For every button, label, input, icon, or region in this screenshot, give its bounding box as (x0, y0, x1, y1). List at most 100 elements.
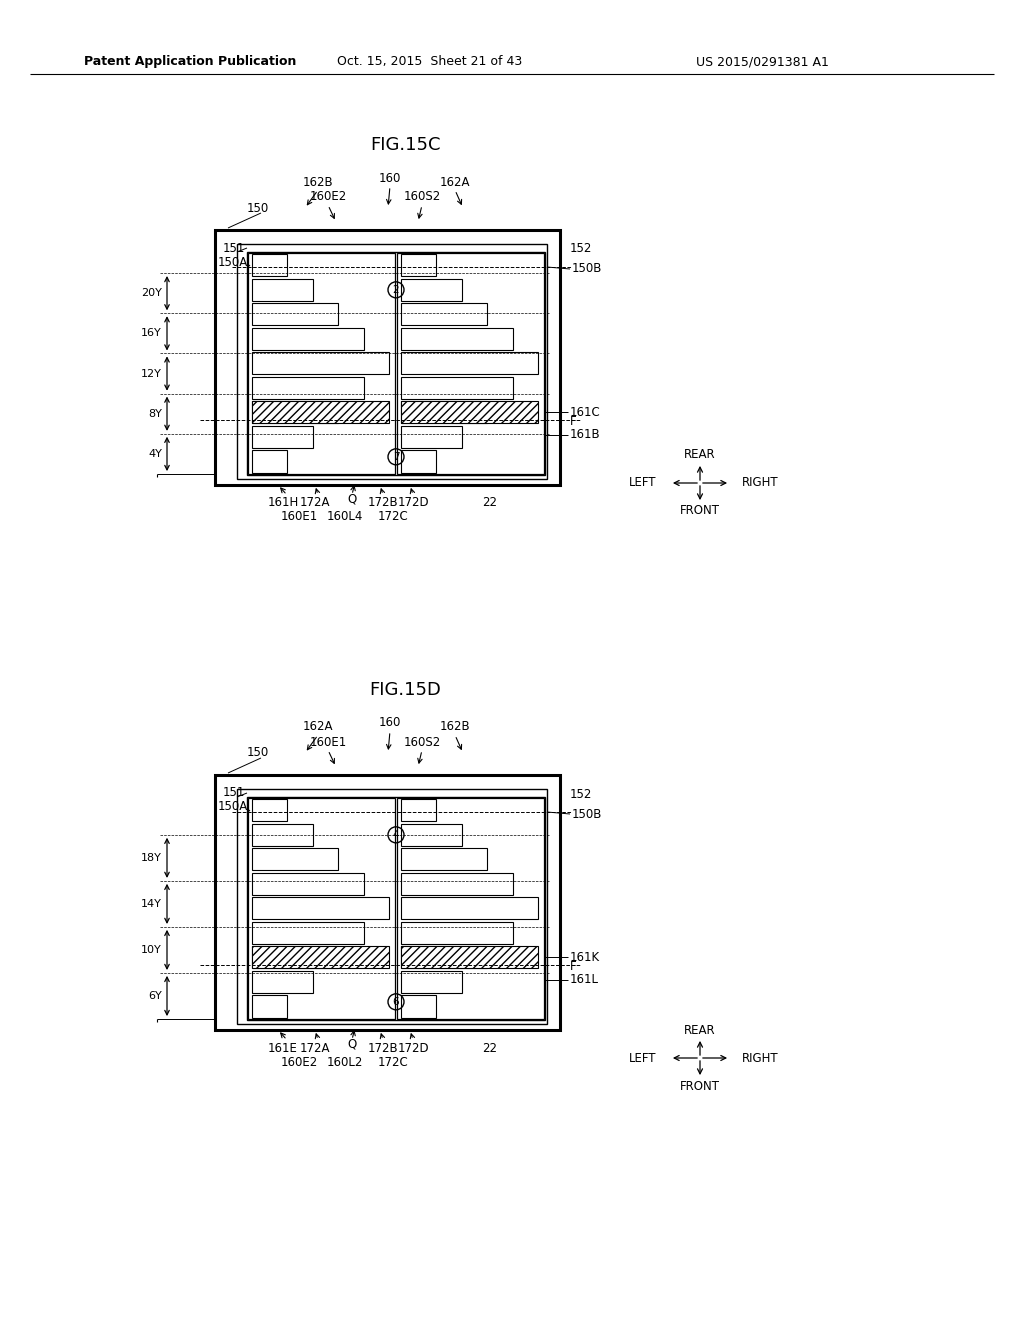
Text: 160L4: 160L4 (327, 511, 364, 524)
Text: 161H: 161H (267, 496, 299, 510)
Text: 150A: 150A (218, 256, 248, 268)
Text: 4: 4 (392, 830, 399, 840)
Bar (401, 824, 462, 846)
Bar (401, 946, 538, 969)
Text: 7: 7 (392, 451, 399, 462)
Text: 161E: 161E (268, 1041, 298, 1055)
Text: 160L2: 160L2 (327, 1056, 364, 1068)
Bar (252, 799, 288, 821)
Bar (252, 401, 389, 424)
Bar (401, 401, 538, 424)
Text: FIG.15D: FIG.15D (369, 681, 441, 700)
Text: 172D: 172D (397, 496, 429, 510)
Text: 150: 150 (247, 747, 269, 759)
Text: RIGHT: RIGHT (742, 1052, 778, 1064)
Text: 2: 2 (392, 285, 399, 294)
Text: 160S2: 160S2 (403, 190, 440, 203)
Bar (401, 304, 487, 325)
Text: 8Y: 8Y (148, 409, 162, 418)
Bar (252, 450, 288, 473)
Text: 162B: 162B (439, 721, 470, 734)
Bar (252, 898, 389, 919)
Text: 22: 22 (482, 1041, 498, 1055)
Bar (252, 279, 312, 301)
Bar (401, 873, 513, 895)
Bar (252, 376, 364, 399)
Text: 160E2: 160E2 (281, 1056, 317, 1068)
Bar (401, 921, 513, 944)
Bar (252, 327, 364, 350)
Bar (401, 426, 462, 447)
Text: REAR: REAR (684, 449, 716, 462)
Text: 150A: 150A (218, 800, 248, 813)
Bar (252, 401, 338, 424)
Bar (401, 946, 487, 969)
Text: 6Y: 6Y (148, 991, 162, 1001)
Bar (397, 799, 544, 1019)
Bar (397, 253, 544, 474)
Bar (252, 426, 312, 447)
Bar (252, 304, 338, 325)
Text: Patent Application Publication: Patent Application Publication (84, 55, 296, 69)
Text: FIG.15C: FIG.15C (370, 136, 440, 154)
Bar (247, 797, 545, 1020)
Text: 20Y: 20Y (141, 288, 162, 298)
Text: 18Y: 18Y (141, 853, 162, 863)
Text: 172A: 172A (300, 1041, 331, 1055)
Text: 172A: 172A (300, 496, 331, 510)
Text: 172D: 172D (397, 1041, 429, 1055)
Bar (247, 252, 545, 475)
Bar (252, 972, 312, 993)
Text: 172C: 172C (378, 511, 409, 524)
Bar (401, 972, 462, 993)
Text: Q: Q (347, 492, 356, 506)
Text: 150B: 150B (572, 263, 602, 276)
Text: 161B: 161B (570, 429, 601, 441)
Text: RIGHT: RIGHT (742, 477, 778, 490)
Bar (252, 873, 364, 895)
Text: 16Y: 16Y (141, 329, 162, 338)
Bar (401, 253, 436, 276)
Text: Q: Q (347, 1038, 356, 1051)
Bar (237, 244, 547, 479)
Bar (252, 824, 312, 846)
Text: 162A: 162A (439, 176, 470, 189)
Text: 22: 22 (482, 496, 498, 510)
Text: 160E1: 160E1 (309, 735, 347, 748)
Bar (252, 946, 389, 969)
Text: 162A: 162A (303, 721, 333, 734)
Text: 172B: 172B (368, 1041, 398, 1055)
Bar (401, 995, 436, 1018)
Text: LEFT: LEFT (629, 477, 656, 490)
Text: FRONT: FRONT (680, 504, 720, 517)
Text: F: F (570, 961, 577, 973)
Text: 162B: 162B (303, 176, 334, 189)
Bar (252, 253, 288, 276)
Text: 150B: 150B (572, 808, 602, 821)
Bar (401, 352, 538, 375)
Bar (401, 849, 487, 870)
Text: LEFT: LEFT (629, 1052, 656, 1064)
Bar (401, 376, 513, 399)
Text: REAR: REAR (684, 1023, 716, 1036)
Text: US 2015/0291381 A1: US 2015/0291381 A1 (695, 55, 828, 69)
Text: 150: 150 (247, 202, 269, 214)
Bar (401, 401, 487, 424)
Bar (248, 799, 395, 1019)
Text: 152: 152 (570, 788, 592, 800)
Text: 172B: 172B (368, 496, 398, 510)
Bar (401, 450, 436, 473)
Bar (252, 352, 389, 375)
Text: 160: 160 (379, 172, 401, 185)
Text: 161C: 161C (570, 405, 601, 418)
Bar (401, 327, 513, 350)
Text: 161L: 161L (570, 973, 599, 986)
Text: 4Y: 4Y (148, 449, 162, 459)
Text: 152: 152 (570, 243, 592, 256)
Text: 151: 151 (222, 787, 245, 800)
Text: 6: 6 (392, 997, 399, 1007)
Bar (252, 995, 288, 1018)
Bar (401, 279, 462, 301)
Bar (401, 799, 436, 821)
Bar (252, 946, 338, 969)
